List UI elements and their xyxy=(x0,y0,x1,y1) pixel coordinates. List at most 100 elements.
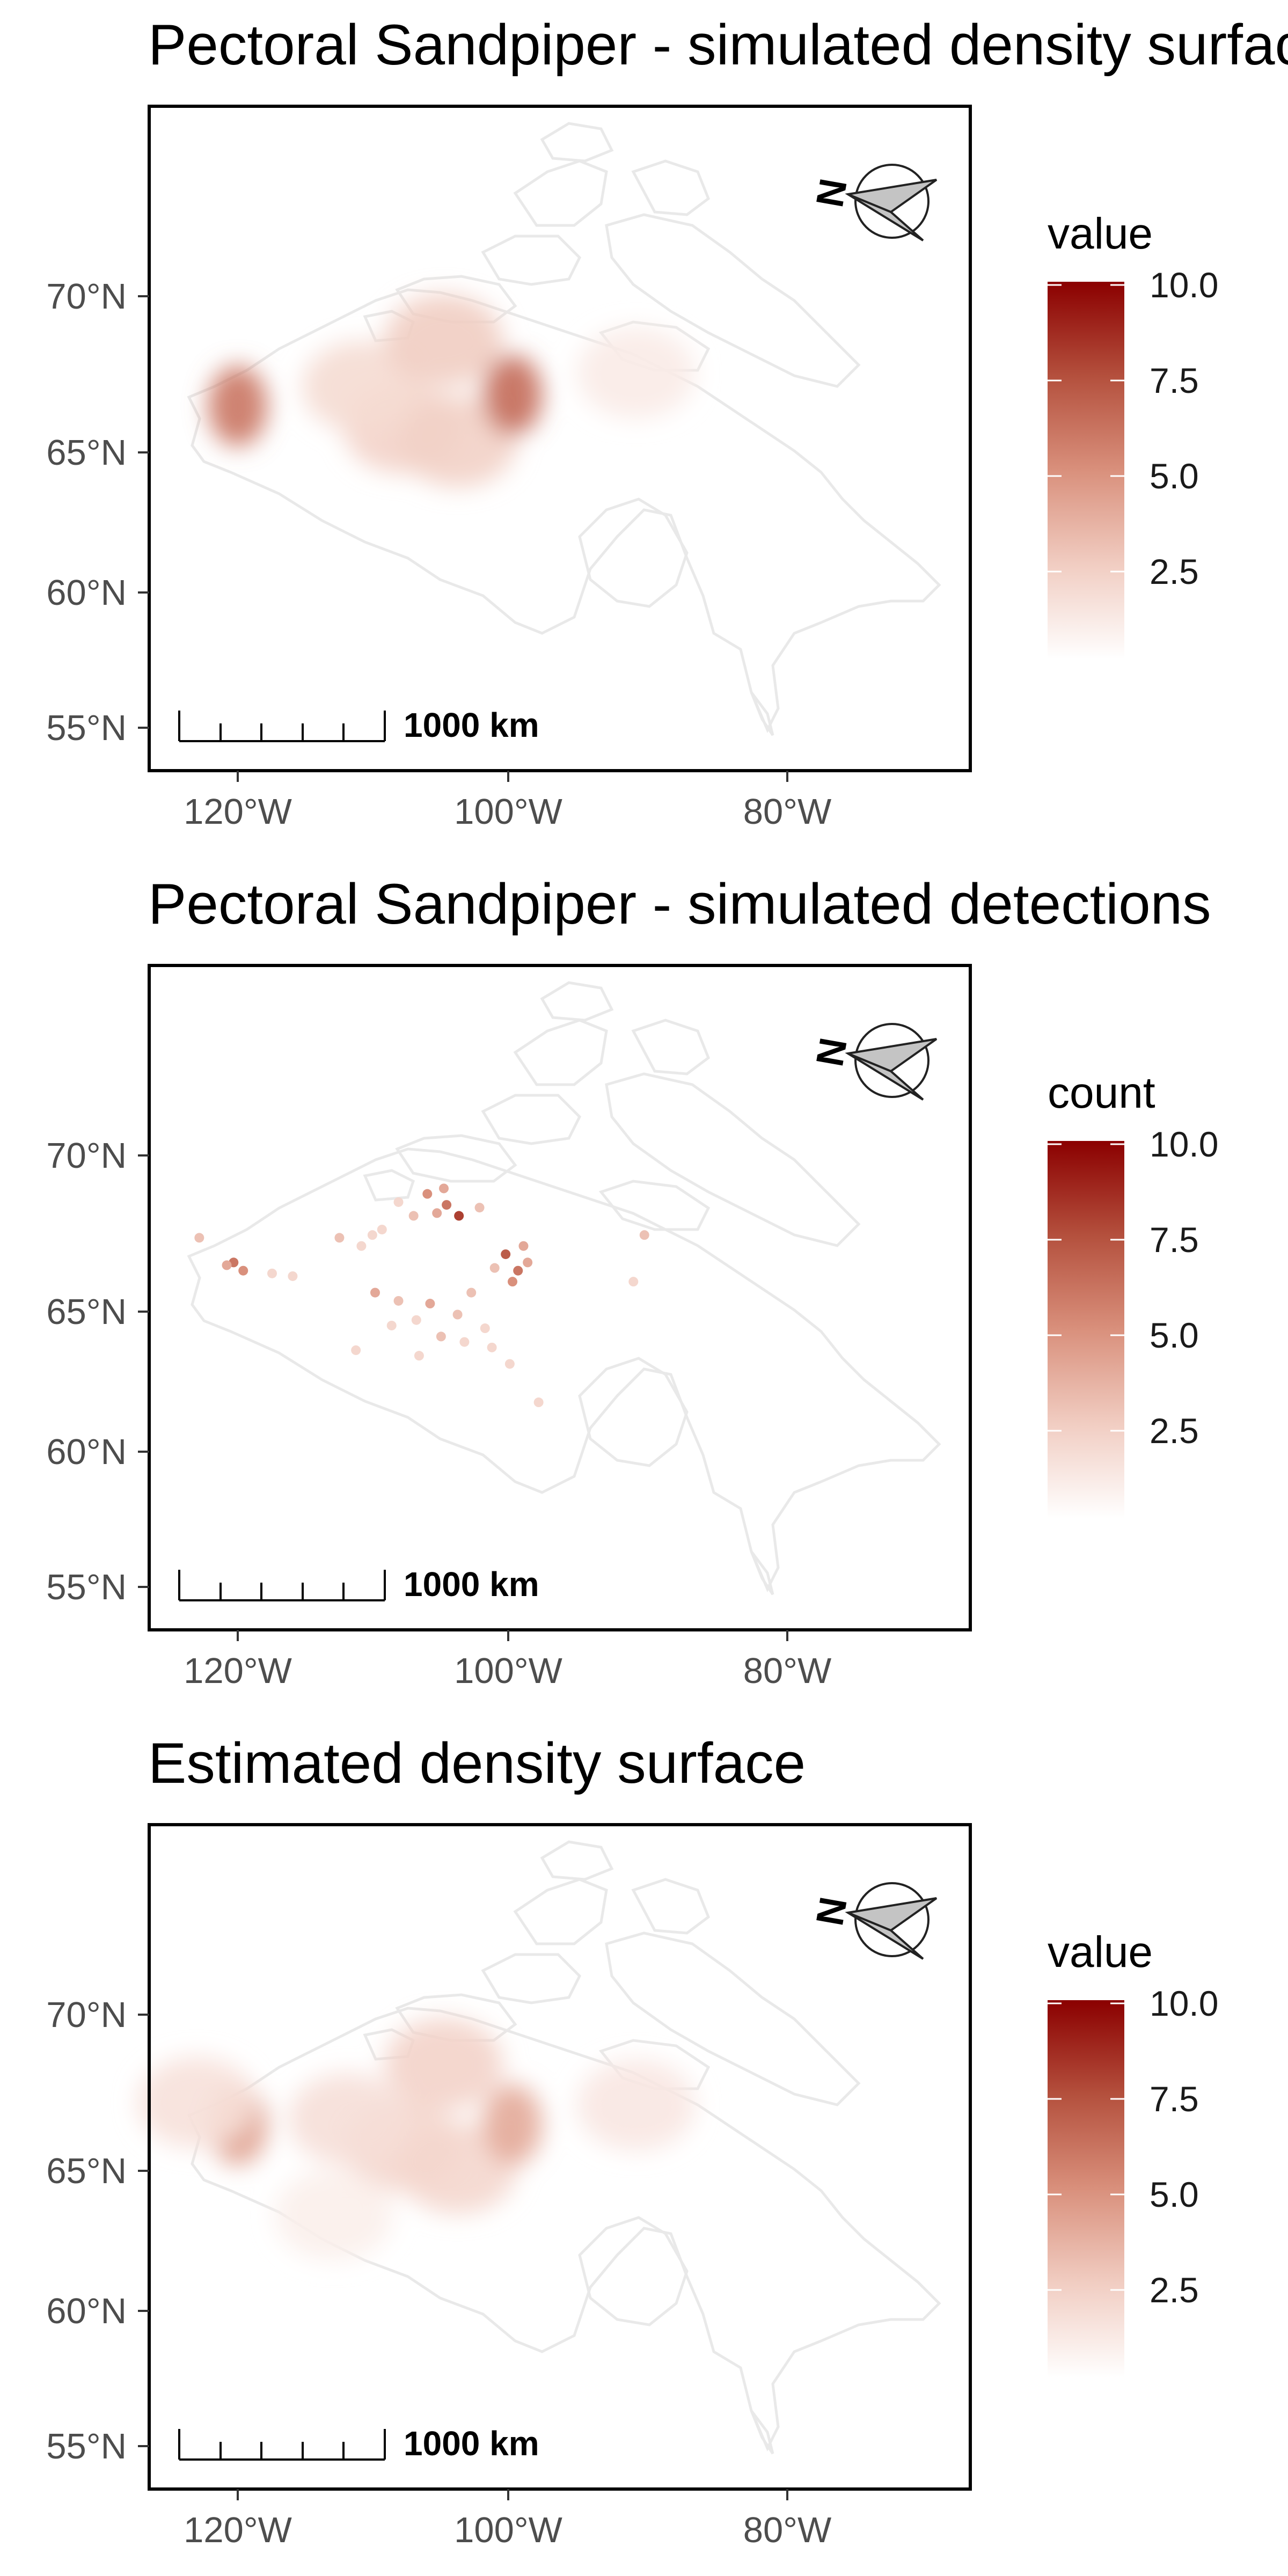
density-blob xyxy=(288,2073,407,2165)
lon-axis: 120°W 100°W 80°W xyxy=(184,1630,832,1691)
lon-tick-label: 120°W xyxy=(184,2510,292,2550)
map-background xyxy=(149,1825,970,2489)
island-outline xyxy=(605,213,861,388)
legend-label: 7.5 xyxy=(1150,361,1199,400)
lat-tick-label: 60°N xyxy=(46,1432,127,1472)
lon-tick-label: 120°W xyxy=(184,792,292,832)
detection-point xyxy=(466,1287,477,1298)
legend-label: 2.5 xyxy=(1150,1411,1199,1451)
panel-title: Pectoral Sandpiper - simulated density s… xyxy=(148,12,1288,77)
scale-bar xyxy=(178,1570,386,1601)
lon-tick-label: 100°W xyxy=(454,1651,563,1691)
lat-axis: 55°N 60°N 65°N 70°N xyxy=(46,1136,149,1607)
detection-point xyxy=(414,1351,424,1361)
mainland-outline xyxy=(187,2007,941,2451)
island-outline xyxy=(605,1931,861,2106)
detection-point xyxy=(370,1287,380,1298)
island-outline xyxy=(540,981,614,1022)
mainland-outline xyxy=(187,1147,941,1592)
island-outline xyxy=(598,1180,711,1231)
legend-title: value xyxy=(1048,209,1153,258)
legend-label: 5.0 xyxy=(1150,2175,1199,2214)
island-outline xyxy=(513,1019,608,1086)
hudson-bay-outline xyxy=(578,497,689,608)
detection-point xyxy=(489,1263,500,1273)
legend-label: 2.5 xyxy=(1150,2270,1199,2310)
north-arrow-circle xyxy=(854,164,930,239)
panel-border xyxy=(148,1823,972,2491)
map-area: N 1000 km xyxy=(148,964,972,1631)
density-blob xyxy=(208,365,267,447)
detection-point xyxy=(367,1230,377,1240)
lon-tick-label: 100°W xyxy=(454,2510,563,2550)
density-blob xyxy=(398,396,517,487)
island-outline xyxy=(540,1840,614,1881)
detection-point xyxy=(422,1189,433,1199)
island-outline xyxy=(631,1878,711,1935)
lat-tick-label: 60°N xyxy=(46,2291,127,2331)
lon-tick-label: 80°W xyxy=(743,2510,832,2550)
detection-points xyxy=(194,1183,649,1408)
lat-tick-label: 70°N xyxy=(46,1995,127,2035)
island-outline xyxy=(395,1134,517,1183)
map-background xyxy=(149,965,970,1630)
detection-point xyxy=(523,1257,533,1268)
detection-point xyxy=(393,1296,404,1306)
detection-point xyxy=(351,1345,361,1355)
island-outline xyxy=(513,159,608,227)
scale-bar xyxy=(178,711,386,742)
detection-point xyxy=(442,1200,452,1210)
density-blob xyxy=(385,2018,503,2110)
north-arrow-circle xyxy=(854,1882,930,1957)
density-blob xyxy=(483,2084,542,2165)
north-arrow-circle xyxy=(854,1023,930,1098)
detection-point xyxy=(501,1249,511,1260)
density-blob xyxy=(275,2169,393,2261)
legend-ticks xyxy=(1048,1143,1124,1432)
legend-label: 5.0 xyxy=(1150,1315,1199,1355)
legend-title: value xyxy=(1048,1928,1153,1977)
north-arrow-line xyxy=(847,1052,891,1072)
lat-tick-label: 55°N xyxy=(46,2426,127,2467)
mainland-outline xyxy=(187,288,941,733)
map-area: N 1000 km xyxy=(137,1823,972,2491)
detection-point xyxy=(432,1208,442,1218)
detection-point xyxy=(436,1331,446,1342)
island-outline xyxy=(481,1953,582,2004)
detection-point xyxy=(334,1233,345,1243)
legend-colorbar xyxy=(1048,282,1124,659)
island-outline xyxy=(481,1094,582,1145)
panel-title: Pectoral Sandpiper - simulated detection… xyxy=(148,872,1211,936)
lat-tick-label: 65°N xyxy=(46,1292,127,1332)
density-surface xyxy=(208,294,696,487)
detection-point xyxy=(356,1241,367,1251)
lat-tick-label: 65°N xyxy=(46,433,127,473)
lon-axis: 120°W 100°W 80°W xyxy=(184,771,832,832)
north-arrow-line xyxy=(847,1912,891,1931)
hudson-bay-outline xyxy=(578,2216,689,2326)
panel-density-simulated: Pectoral Sandpiper - simulated density s… xyxy=(46,12,1288,832)
island-outline xyxy=(363,1169,415,1202)
panel-border xyxy=(148,105,972,772)
lat-axis: 55°N 60°N 65°N 70°N xyxy=(46,276,149,748)
legend-colorbar xyxy=(1048,1141,1124,1518)
detection-point xyxy=(454,1211,464,1221)
lon-axis: 120°W 100°W 80°W xyxy=(184,2489,832,2550)
panel-detections: Pectoral Sandpiper - simulated detection… xyxy=(46,872,1218,1691)
lat-tick-label: 55°N xyxy=(46,1567,127,1607)
detection-point xyxy=(393,1197,404,1207)
lat-axis: 55°N 60°N 65°N 70°N xyxy=(46,1995,149,2467)
detection-point xyxy=(518,1241,529,1251)
lat-tick-label: 65°N xyxy=(46,2151,127,2191)
detection-point xyxy=(194,1233,204,1243)
detection-point xyxy=(222,1260,232,1270)
island-outline xyxy=(750,1550,774,1596)
lat-tick-label: 70°N xyxy=(46,1136,127,1176)
detection-point xyxy=(238,1265,248,1276)
legend-label: 10.0 xyxy=(1150,1124,1218,1164)
detection-point xyxy=(504,1359,515,1369)
density-blob xyxy=(137,2057,256,2148)
legend-ticks xyxy=(1048,284,1124,573)
scale-bar-label: 1000 km xyxy=(404,1565,539,1604)
